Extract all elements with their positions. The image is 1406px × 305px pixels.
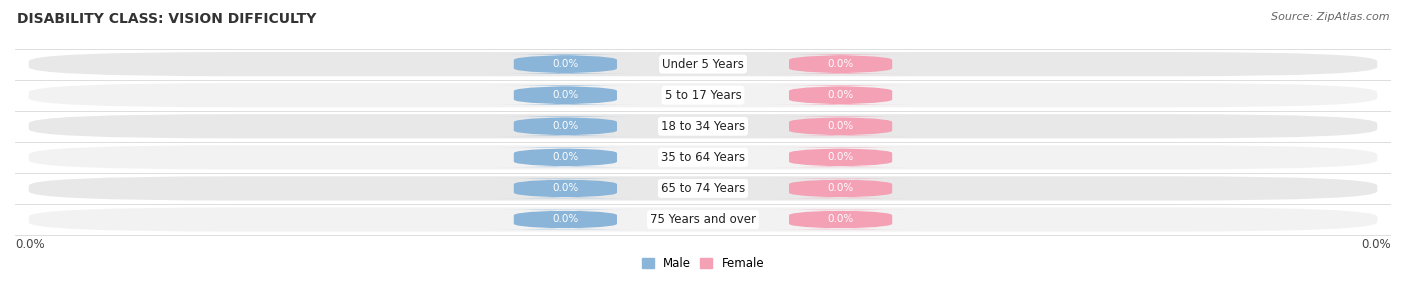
Legend: Male, Female: Male, Female	[637, 252, 769, 274]
Text: 0.0%: 0.0%	[828, 152, 853, 162]
FancyBboxPatch shape	[28, 145, 1378, 170]
FancyBboxPatch shape	[28, 83, 1378, 107]
Text: Source: ZipAtlas.com: Source: ZipAtlas.com	[1271, 12, 1389, 22]
Text: 75 Years and over: 75 Years and over	[650, 213, 756, 226]
Text: 65 to 74 Years: 65 to 74 Years	[661, 182, 745, 195]
Text: 18 to 34 Years: 18 to 34 Years	[661, 120, 745, 133]
FancyBboxPatch shape	[28, 114, 1378, 138]
FancyBboxPatch shape	[494, 54, 638, 74]
Text: 0.0%: 0.0%	[828, 90, 853, 100]
FancyBboxPatch shape	[28, 207, 1378, 231]
FancyBboxPatch shape	[768, 117, 912, 136]
Text: DISABILITY CLASS: VISION DIFFICULTY: DISABILITY CLASS: VISION DIFFICULTY	[17, 12, 316, 26]
Text: 0.0%: 0.0%	[553, 90, 578, 100]
Text: 0.0%: 0.0%	[553, 214, 578, 224]
FancyBboxPatch shape	[494, 179, 638, 198]
Text: 0.0%: 0.0%	[553, 59, 578, 69]
Text: 0.0%: 0.0%	[553, 183, 578, 193]
Text: 0.0%: 0.0%	[828, 183, 853, 193]
Text: 5 to 17 Years: 5 to 17 Years	[665, 89, 741, 102]
FancyBboxPatch shape	[768, 210, 912, 229]
Text: 35 to 64 Years: 35 to 64 Years	[661, 151, 745, 164]
Text: 0.0%: 0.0%	[828, 121, 853, 131]
FancyBboxPatch shape	[494, 85, 638, 105]
Text: Under 5 Years: Under 5 Years	[662, 58, 744, 71]
Text: 0.0%: 0.0%	[1361, 238, 1391, 250]
FancyBboxPatch shape	[28, 52, 1378, 76]
FancyBboxPatch shape	[768, 85, 912, 105]
FancyBboxPatch shape	[768, 179, 912, 198]
FancyBboxPatch shape	[28, 176, 1378, 201]
Text: 0.0%: 0.0%	[553, 152, 578, 162]
Text: 0.0%: 0.0%	[828, 214, 853, 224]
FancyBboxPatch shape	[768, 148, 912, 167]
FancyBboxPatch shape	[494, 210, 638, 229]
Text: 0.0%: 0.0%	[553, 121, 578, 131]
Text: 0.0%: 0.0%	[15, 238, 45, 250]
FancyBboxPatch shape	[494, 148, 638, 167]
Text: 0.0%: 0.0%	[828, 59, 853, 69]
FancyBboxPatch shape	[494, 117, 638, 136]
FancyBboxPatch shape	[768, 54, 912, 74]
